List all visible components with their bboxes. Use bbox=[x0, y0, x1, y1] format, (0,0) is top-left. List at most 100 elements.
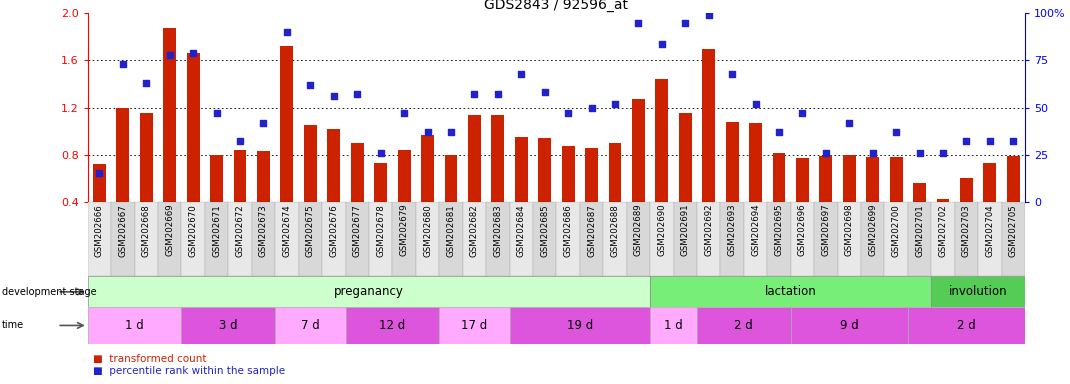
Text: GSM202702: GSM202702 bbox=[938, 204, 948, 257]
Point bbox=[185, 50, 202, 56]
Point bbox=[138, 80, 155, 86]
Bar bbox=[678, 113, 691, 202]
Bar bbox=[158, 202, 182, 276]
Text: GSM202700: GSM202700 bbox=[891, 204, 901, 257]
Bar bbox=[509, 202, 533, 276]
Text: GSM202677: GSM202677 bbox=[353, 204, 362, 257]
Bar bbox=[773, 153, 785, 202]
Text: GSM202685: GSM202685 bbox=[540, 204, 549, 257]
Bar bbox=[562, 146, 575, 202]
Bar bbox=[88, 307, 182, 344]
Text: GSM202679: GSM202679 bbox=[399, 204, 409, 257]
Bar bbox=[182, 307, 275, 344]
Point bbox=[536, 89, 553, 96]
Bar bbox=[913, 183, 926, 202]
Bar bbox=[651, 276, 931, 307]
Bar bbox=[346, 307, 440, 344]
Bar bbox=[936, 199, 949, 202]
Text: GSM202686: GSM202686 bbox=[564, 204, 572, 257]
Bar bbox=[867, 157, 880, 202]
Bar bbox=[322, 202, 346, 276]
Text: GSM202666: GSM202666 bbox=[95, 204, 104, 257]
Point bbox=[114, 61, 132, 67]
Bar bbox=[580, 202, 603, 276]
Bar bbox=[117, 108, 129, 202]
Text: 12 d: 12 d bbox=[379, 319, 406, 332]
Bar bbox=[907, 202, 931, 276]
Point bbox=[231, 138, 248, 144]
Point bbox=[654, 40, 671, 46]
Point bbox=[770, 129, 788, 135]
Bar bbox=[228, 202, 251, 276]
Point bbox=[607, 101, 624, 107]
Point bbox=[560, 110, 577, 116]
Text: 7 d: 7 d bbox=[301, 319, 320, 332]
Text: GSM202694: GSM202694 bbox=[751, 204, 760, 257]
Bar bbox=[954, 202, 978, 276]
Text: 3 d: 3 d bbox=[219, 319, 238, 332]
Bar bbox=[651, 202, 674, 276]
Bar bbox=[632, 99, 645, 202]
Text: GSM202671: GSM202671 bbox=[212, 204, 221, 257]
Text: GSM202695: GSM202695 bbox=[775, 204, 783, 257]
Text: GSM202693: GSM202693 bbox=[728, 204, 736, 257]
Text: GSM202692: GSM202692 bbox=[704, 204, 714, 257]
Point bbox=[442, 129, 459, 135]
Text: GSM202691: GSM202691 bbox=[681, 204, 690, 257]
Text: 1 d: 1 d bbox=[664, 319, 683, 332]
Text: GSM202696: GSM202696 bbox=[798, 204, 807, 257]
Point bbox=[865, 150, 882, 156]
Bar bbox=[609, 143, 622, 202]
Bar bbox=[978, 202, 1002, 276]
Point bbox=[723, 71, 740, 77]
Bar bbox=[861, 202, 885, 276]
Bar bbox=[440, 202, 462, 276]
Bar bbox=[135, 202, 158, 276]
Bar bbox=[398, 150, 411, 202]
Point bbox=[465, 91, 483, 98]
Bar bbox=[838, 202, 861, 276]
Point bbox=[1005, 138, 1022, 144]
Text: GSM202697: GSM202697 bbox=[822, 204, 830, 257]
Text: GSM202673: GSM202673 bbox=[259, 204, 268, 257]
Bar bbox=[327, 129, 340, 202]
Point bbox=[255, 119, 272, 126]
Bar bbox=[931, 202, 954, 276]
Bar bbox=[651, 307, 697, 344]
Text: 9 d: 9 d bbox=[840, 319, 859, 332]
Text: GSM202669: GSM202669 bbox=[165, 204, 174, 257]
Point bbox=[208, 110, 225, 116]
Bar bbox=[791, 202, 814, 276]
Point bbox=[91, 170, 108, 177]
Bar bbox=[440, 307, 509, 344]
Point bbox=[817, 150, 835, 156]
Point bbox=[958, 138, 975, 144]
Bar bbox=[814, 202, 838, 276]
Text: 2 d: 2 d bbox=[734, 319, 753, 332]
Bar bbox=[422, 134, 434, 202]
Title: GDS2843 / 92596_at: GDS2843 / 92596_at bbox=[485, 0, 628, 12]
Bar bbox=[725, 122, 738, 202]
Bar bbox=[538, 138, 551, 202]
Text: GSM202703: GSM202703 bbox=[962, 204, 970, 257]
Point bbox=[325, 93, 342, 99]
Bar bbox=[88, 276, 651, 307]
Bar bbox=[88, 202, 111, 276]
Point bbox=[419, 129, 437, 135]
Bar bbox=[720, 202, 744, 276]
Point bbox=[794, 110, 811, 116]
Text: ■  percentile rank within the sample: ■ percentile rank within the sample bbox=[93, 366, 286, 376]
Text: lactation: lactation bbox=[765, 285, 816, 298]
Bar bbox=[164, 28, 177, 202]
Text: 1 d: 1 d bbox=[125, 319, 144, 332]
Bar bbox=[697, 202, 720, 276]
Point bbox=[349, 91, 366, 98]
Text: GSM202684: GSM202684 bbox=[517, 204, 525, 257]
Point bbox=[888, 129, 905, 135]
Text: GSM202683: GSM202683 bbox=[493, 204, 502, 257]
Point bbox=[583, 104, 600, 111]
Text: GSM202705: GSM202705 bbox=[1009, 204, 1018, 257]
Bar bbox=[585, 147, 598, 202]
Bar bbox=[749, 123, 762, 202]
Bar bbox=[697, 307, 791, 344]
